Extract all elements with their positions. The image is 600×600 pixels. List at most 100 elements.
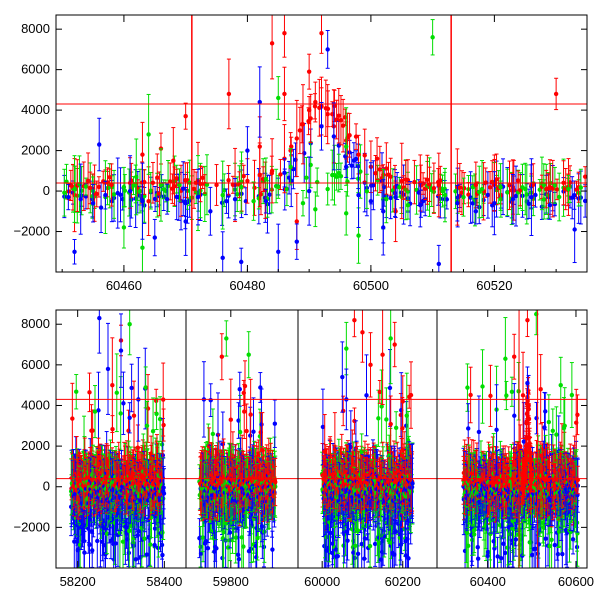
blue-point-423 (164, 196, 170, 202)
blue-point-434 (294, 239, 300, 244)
red-point-222 (425, 177, 430, 182)
blue-point-448 (492, 200, 497, 206)
green-point-131 (276, 184, 281, 190)
blue-point-195 (388, 195, 393, 201)
red-point-167 (343, 115, 348, 120)
blue-point-236 (444, 197, 450, 202)
green-point-406 (461, 194, 466, 200)
red-point-227 (431, 186, 437, 191)
green-point-403 (405, 203, 411, 208)
blue-point-415 (66, 194, 71, 200)
green-point-149 (314, 179, 320, 185)
blue-point-295 (533, 192, 538, 198)
blue-point-290 (121, 401, 126, 406)
green-point-413 (140, 245, 145, 250)
green-point-401 (356, 233, 361, 238)
green-point-427 (148, 542, 153, 547)
green-point-495 (159, 442, 165, 447)
green-point-182 (364, 189, 370, 194)
green-point-651 (225, 545, 231, 550)
green-point-385 (121, 184, 127, 190)
green-point-394 (263, 176, 269, 182)
blue-point-419 (115, 190, 120, 196)
blue-point-418 (103, 192, 108, 198)
green-point-1 (62, 190, 67, 195)
blue-point-78 (176, 195, 182, 200)
blue-point-126 (267, 192, 272, 197)
green-point-201 (397, 185, 402, 190)
blue-point-417 (90, 200, 96, 206)
blue-point-427 (220, 255, 225, 261)
blue-point-331 (129, 385, 134, 391)
red-point-349 (294, 136, 300, 141)
green-point-397 (300, 200, 306, 206)
blue-point-118 (90, 548, 95, 553)
red-point-339 (171, 158, 176, 163)
green-point-118 (256, 196, 262, 201)
red-point-312 (554, 187, 560, 192)
red-point-375 (553, 91, 559, 97)
blue-point-450 (529, 194, 534, 200)
blue-point-515 (198, 551, 204, 556)
y-tick-label: 4000 (21, 102, 50, 117)
red-point-335 (109, 182, 114, 188)
blue-point-411 (144, 552, 150, 557)
blue-point-104 (87, 542, 92, 548)
green-point-414 (343, 144, 349, 149)
green-point-58 (148, 188, 153, 193)
red-point-159 (334, 117, 339, 122)
red-point-352 (313, 99, 318, 105)
blue-point-445 (436, 261, 442, 267)
blue-point-430 (257, 99, 262, 105)
blue-point-103 (224, 198, 229, 204)
red-point-162 (336, 113, 341, 118)
green-point-158 (334, 174, 339, 179)
red-point-376 (319, 31, 324, 36)
red-point-283 (515, 178, 521, 183)
green-point-722 (237, 429, 243, 435)
red-point-275 (507, 183, 512, 188)
red-point-17 (85, 178, 91, 184)
blue-point-60 (152, 196, 158, 202)
y-tick-label: 8000 (21, 21, 50, 36)
red-point-121 (90, 428, 95, 433)
blue-point-712 (236, 418, 241, 423)
green-point-36 (111, 192, 117, 197)
green-point-460 (154, 411, 159, 417)
green-point-699 (233, 535, 239, 540)
green-point-311 (552, 183, 558, 188)
red-point-187 (377, 167, 383, 172)
green-point-635 (221, 530, 226, 535)
red-point-212 (412, 179, 417, 185)
blue-point-449 (510, 196, 516, 202)
red-point-171 (347, 133, 352, 138)
blue-point-714 (236, 556, 242, 562)
green-point-382 (72, 186, 77, 192)
red-point-196 (388, 174, 393, 179)
red-point-337 (140, 152, 145, 157)
red-point-114 (241, 173, 246, 179)
blue-point-160 (336, 143, 341, 148)
blue-point-453 (72, 249, 77, 254)
red-point-344 (245, 178, 250, 184)
blue-point-101 (219, 200, 225, 205)
blue-point-452 (152, 526, 158, 531)
green-point-392 (239, 184, 244, 190)
red-point-351 (306, 107, 312, 113)
blue-point-452 (572, 227, 577, 232)
blue-point-78 (82, 550, 87, 555)
green-point-481 (157, 416, 163, 422)
blue-point-290 (526, 201, 532, 206)
blue-point-454 (97, 142, 102, 147)
green-point-523 (200, 535, 206, 540)
red-point-354 (325, 111, 330, 117)
red-point-24 (94, 191, 99, 197)
red-point-105 (87, 390, 92, 395)
blue-point-136 (289, 178, 294, 183)
green-point-405 (143, 385, 148, 390)
green-point-163 (338, 174, 344, 179)
x-tick-label: 60460 (106, 278, 142, 293)
red-point-25 (96, 184, 102, 190)
green-point-386 (134, 174, 139, 180)
blue-point-546 (205, 546, 211, 551)
